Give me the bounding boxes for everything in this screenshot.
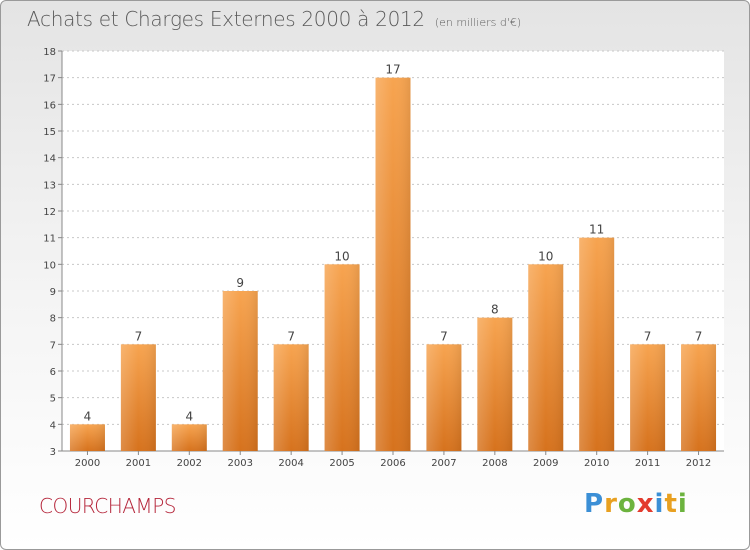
value-label-2002: 4 (185, 409, 193, 423)
value-label-2004: 7 (287, 329, 295, 343)
value-label-2009: 10 (538, 249, 553, 263)
proxiti-logo: Proxiti (584, 489, 688, 519)
x-tick-label-2012: 2012 (686, 458, 711, 469)
x-tick-label-2005: 2005 (329, 458, 354, 469)
chart-title: Achats et Charges Externes 2000 à 2012 (e… (27, 7, 521, 31)
y-tick-label: 6 (50, 367, 56, 378)
value-label-2005: 10 (334, 249, 349, 263)
bar-shade-2008 (477, 317, 513, 451)
x-tick-label-2000: 2000 (75, 458, 100, 469)
y-tick-label: 17 (43, 74, 56, 85)
bar-shade-2009 (528, 264, 564, 451)
y-tick-label: 12 (43, 207, 56, 218)
x-tick-label-2010: 2010 (584, 458, 609, 469)
y-tick-label: 11 (43, 234, 56, 245)
title-text: Achats et Charges Externes 2000 à 2012 (27, 7, 425, 31)
commune-name: COURCHAMPS (39, 494, 176, 518)
x-tick-label-2002: 2002 (177, 458, 202, 469)
bar-shade-2007 (426, 344, 462, 451)
y-tick-label: 10 (43, 260, 56, 271)
bar-shade-2002 (171, 424, 207, 451)
bar-shade-2001 (120, 344, 156, 451)
y-tick-label: 14 (43, 154, 56, 165)
bar-shade-2000 (69, 424, 105, 451)
y-tick-label: 16 (43, 100, 56, 111)
x-tick-label-2006: 2006 (380, 458, 405, 469)
value-label-2011: 7 (644, 329, 652, 343)
y-tick-label: 9 (50, 287, 56, 298)
bar-shade-2005 (324, 264, 360, 451)
y-tick-label: 4 (50, 420, 56, 431)
bar-shade-2011 (630, 344, 666, 451)
y-tick-label: 8 (50, 314, 56, 325)
unit-text: (en milliers d'€) (434, 16, 522, 29)
x-tick-label-2011: 2011 (635, 458, 660, 469)
y-tick-label: 3 (50, 447, 56, 458)
x-tick-label-2001: 2001 (126, 458, 151, 469)
bar-shade-2012 (681, 344, 717, 451)
bar-shade-2006 (375, 77, 411, 452)
y-tick-label: 15 (43, 127, 56, 138)
value-label-2007: 7 (440, 329, 448, 343)
value-label-2000: 4 (84, 409, 92, 423)
value-label-2001: 7 (135, 329, 143, 343)
y-tick-label: 5 (50, 394, 56, 405)
y-tick-label: 18 (43, 47, 56, 58)
x-tick-label-2004: 2004 (278, 458, 303, 469)
value-label-2003: 9 (236, 276, 244, 290)
y-tick-label: 7 (50, 340, 56, 351)
bar-shade-2003 (222, 291, 258, 451)
value-label-2012: 7 (695, 329, 703, 343)
y-tick-label: 13 (43, 180, 56, 191)
x-tick-label-2009: 2009 (533, 458, 558, 469)
x-tick-label-2003: 2003 (228, 458, 253, 469)
value-label-2008: 8 (491, 303, 499, 317)
x-tick-label-2008: 2008 (482, 458, 507, 469)
value-label-2006: 17 (385, 63, 400, 77)
bar-shade-2004 (273, 344, 309, 451)
bar-shade-2010 (579, 237, 615, 451)
x-tick-label-2007: 2007 (431, 458, 456, 469)
value-label-2010: 11 (589, 223, 604, 237)
